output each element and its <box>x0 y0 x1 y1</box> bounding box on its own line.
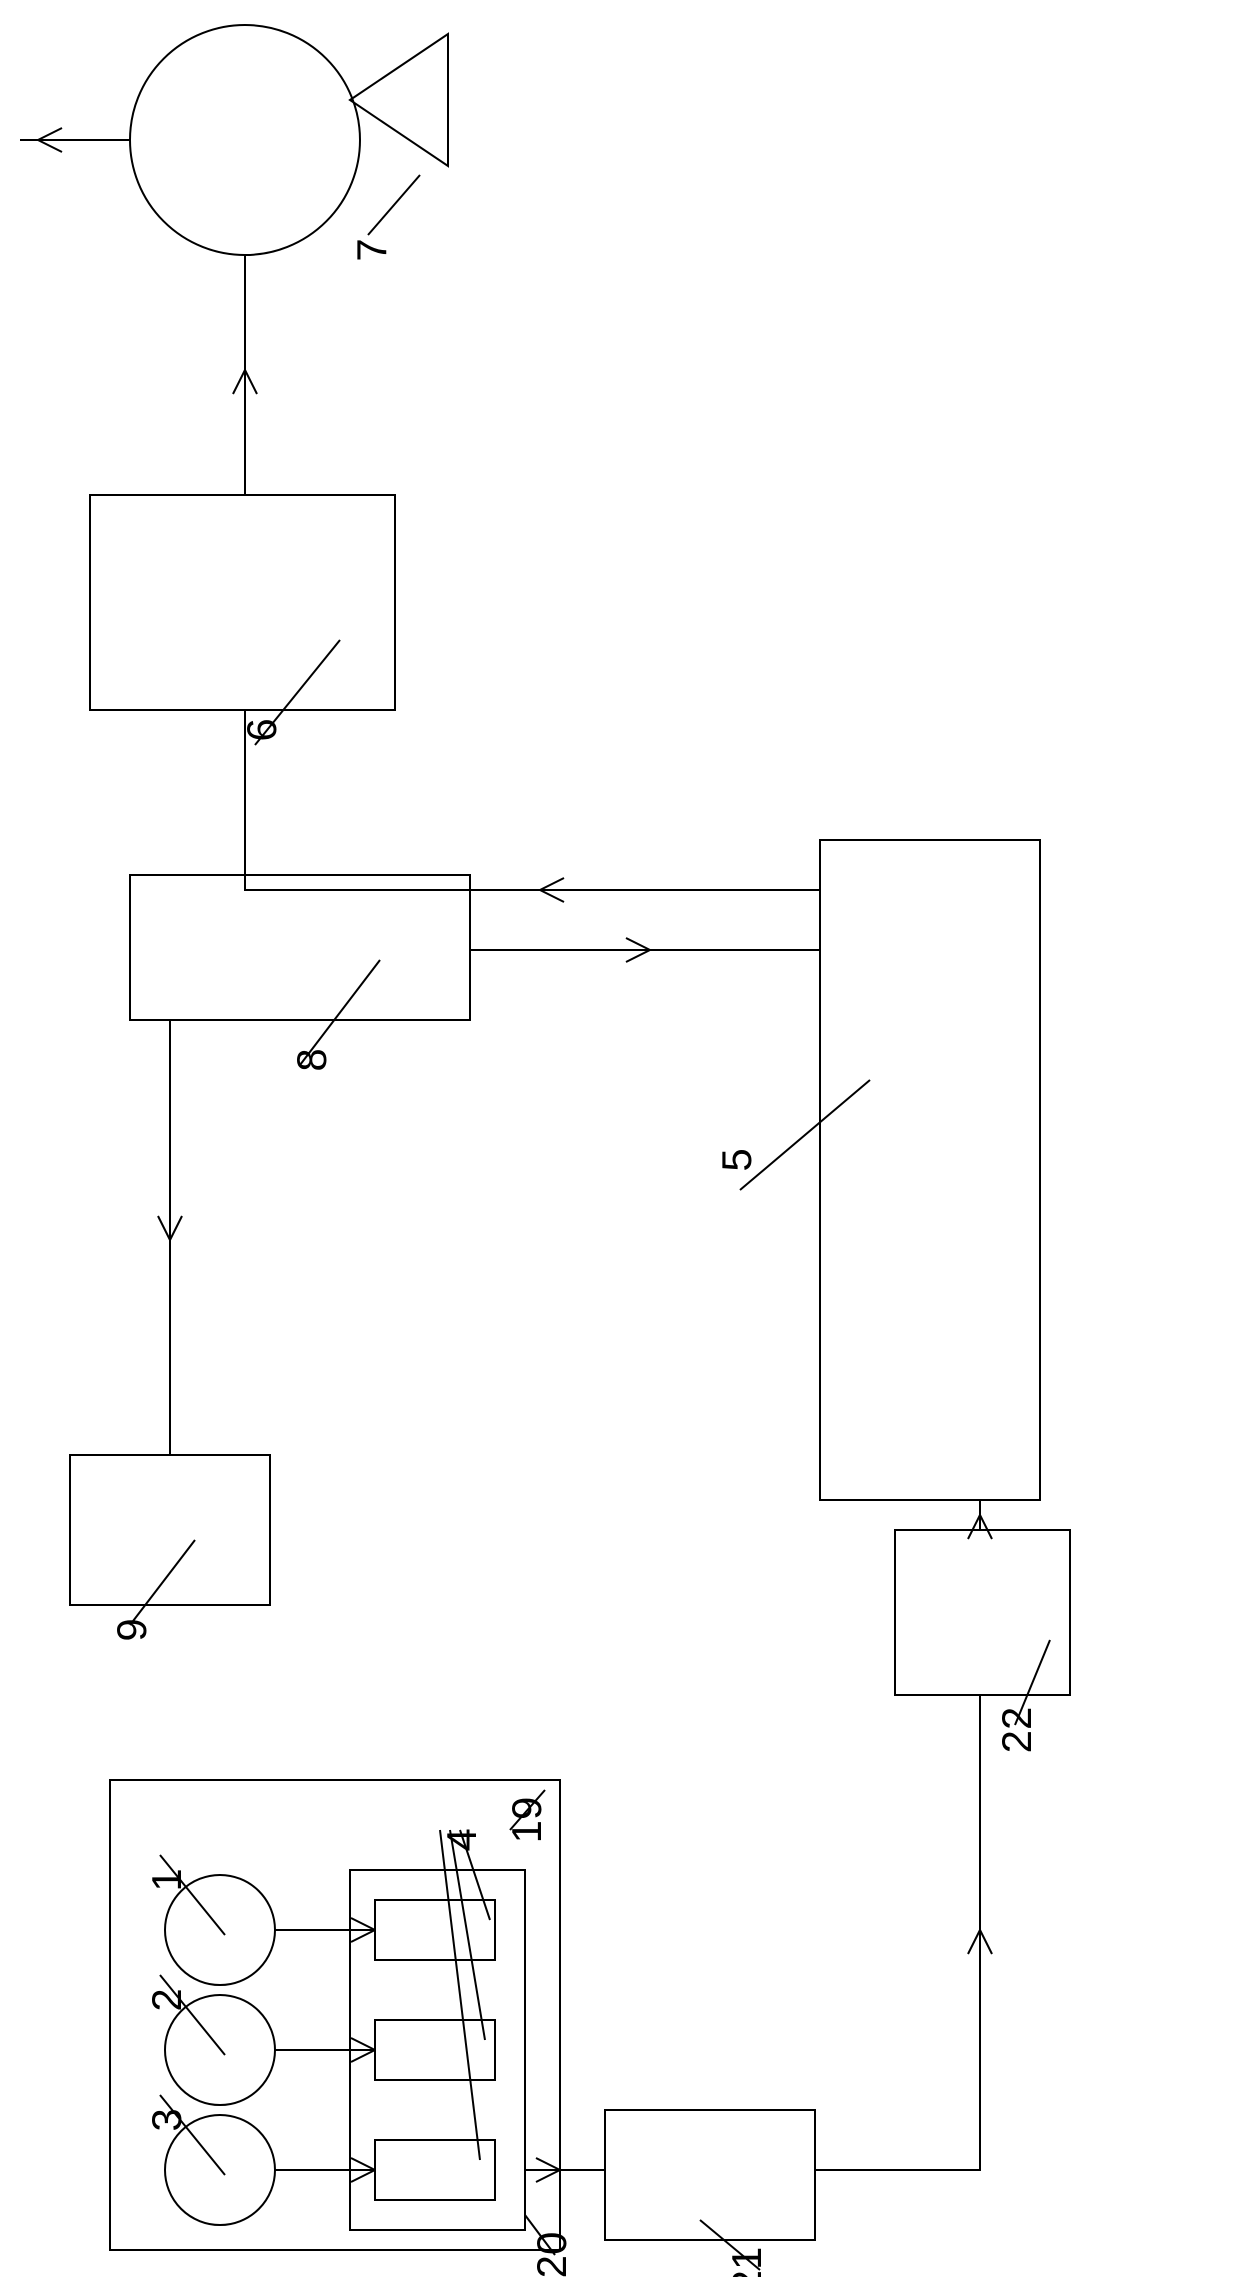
arrow-5-6 <box>245 710 820 890</box>
box-20 <box>350 1870 525 2230</box>
label-slash-5 <box>740 1080 870 1190</box>
box-8 <box>130 875 470 1020</box>
label-5: 5 <box>713 1148 760 1171</box>
label-6: 6 <box>238 718 285 741</box>
box-4c <box>375 2140 495 2200</box>
label-lead-4-2 <box>450 1830 485 2040</box>
cone-7 <box>350 34 448 166</box>
label-9: 9 <box>108 1618 155 1641</box>
label-slash-7 <box>368 175 420 235</box>
circle-7 <box>130 25 360 255</box>
label-slash-1 <box>160 1855 225 1935</box>
box-22 <box>895 1530 1070 1695</box>
label-lead-4-3 <box>440 1830 480 2160</box>
label-1: 1 <box>143 1868 190 1891</box>
label-20: 20 <box>528 2232 575 2277</box>
box-4a <box>375 1900 495 1960</box>
label-22: 22 <box>993 1707 1040 1754</box>
label-19: 19 <box>503 1797 550 1844</box>
box-21 <box>605 2110 815 2240</box>
label-21: 21 <box>723 2247 770 2277</box>
label-8: 8 <box>288 1048 335 1071</box>
label-slash-2 <box>160 1975 225 2055</box>
arrow-21-22 <box>815 1695 980 2170</box>
box-5 <box>820 840 1040 1500</box>
label-7: 7 <box>348 238 395 261</box>
label-3: 3 <box>143 2108 190 2131</box>
box-6 <box>90 495 395 710</box>
label-slash-3 <box>160 2095 225 2175</box>
box-4b <box>375 2020 495 2080</box>
label-slash-9 <box>130 1540 195 1625</box>
label-2: 2 <box>143 1988 190 2011</box>
label-4: 4 <box>438 1828 485 1851</box>
box-9 <box>70 1455 270 1605</box>
